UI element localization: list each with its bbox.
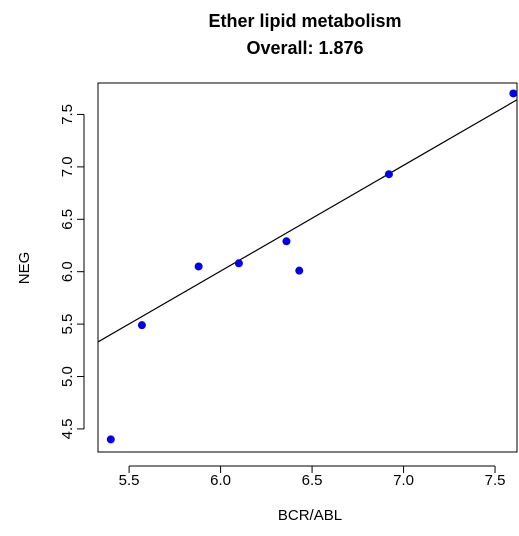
plot-frame [97, 82, 518, 453]
data-point-1 [106, 435, 115, 444]
x-tick-label: 7.0 [393, 472, 414, 489]
y-tick-label: 6.5 [59, 209, 76, 230]
x-axis-label: BCR/ABL [278, 507, 342, 524]
data-point-8 [509, 89, 518, 98]
y-axis: 4.5 5.0 5.5 6.0 6.5 7.0 7.5 [59, 104, 85, 440]
y-tick-label: 6.0 [59, 261, 76, 282]
y-tick-label: 7.5 [59, 104, 76, 125]
chart-title: Ether lipid metabolism [208, 11, 401, 31]
y-tick-label: 5.0 [59, 366, 76, 387]
data-point-6 [295, 266, 304, 275]
data-point-5 [282, 237, 291, 246]
data-point-4 [234, 259, 243, 268]
chart-subtitle: Overall: 1.876 [246, 38, 363, 58]
x-tick-label: 6.0 [210, 472, 231, 489]
regression-line [97, 99, 518, 343]
x-axis: 5.5 6.0 6.5 7.0 7.5 [119, 465, 506, 489]
y-axis-label: NEG [16, 252, 33, 285]
points-layer [106, 89, 518, 444]
fit-line-layer [97, 99, 518, 343]
y-tick-label: 4.5 [59, 419, 76, 440]
data-point-2 [137, 321, 146, 330]
data-point-7 [384, 170, 393, 179]
y-tick-label: 7.0 [59, 156, 76, 177]
x-tick-label: 6.5 [302, 472, 323, 489]
data-point-3 [194, 262, 203, 271]
x-tick-label: 5.5 [119, 472, 140, 489]
y-tick-label: 5.5 [59, 314, 76, 335]
x-tick-label: 7.5 [485, 472, 506, 489]
